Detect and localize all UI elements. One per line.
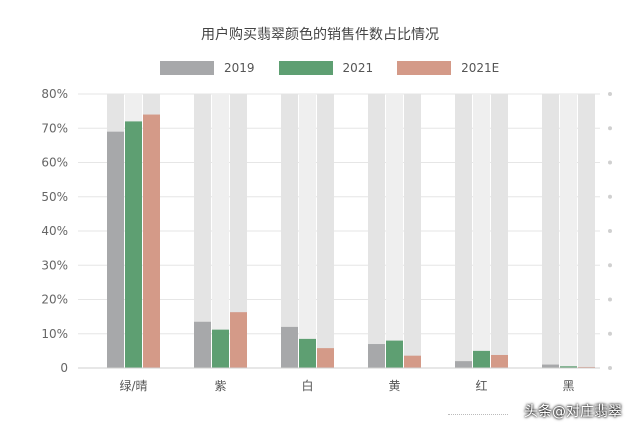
y-tick-label: 80% — [41, 87, 68, 101]
bar — [491, 354, 508, 368]
y-tick-label: 60% — [41, 156, 68, 170]
bar-background — [542, 94, 559, 368]
bar-background — [386, 94, 403, 368]
x-tick-label: 黄 — [388, 379, 400, 393]
bar — [194, 321, 211, 368]
bar — [404, 355, 421, 368]
bar — [212, 329, 229, 368]
bar-background — [194, 94, 211, 368]
watermark-divider — [448, 414, 508, 415]
right-axis-dot — [608, 263, 612, 268]
legend-swatch — [397, 61, 452, 75]
legend-label: 2021 — [342, 61, 374, 75]
right-axis-dot — [608, 160, 612, 165]
bar — [299, 338, 316, 368]
x-tick-label: 紫 — [214, 379, 226, 393]
right-axis-dot — [608, 194, 612, 199]
y-tick-label: 30% — [41, 258, 68, 272]
bar-background — [368, 94, 385, 368]
bar — [386, 340, 403, 368]
watermark: 头条@对庄翡翠 — [524, 404, 622, 420]
bar — [230, 312, 247, 368]
right-axis-dot — [608, 229, 612, 233]
y-tick-label: 10% — [41, 327, 68, 341]
chart-title: 用户购买翡翠颜色的销售件数占比情况 — [201, 27, 439, 43]
bar — [455, 361, 472, 368]
bar — [107, 131, 124, 368]
right-axis-dot — [608, 366, 612, 370]
bar-background — [212, 94, 229, 368]
legend-item: 2021 — [278, 61, 374, 75]
x-tick-label: 红 — [475, 378, 487, 393]
bar-background — [404, 94, 421, 368]
x-tick-label: 黑 — [562, 379, 574, 393]
y-tick-label: 40% — [41, 224, 68, 238]
bar — [317, 348, 334, 368]
bar-background — [230, 94, 247, 368]
bar-background — [578, 94, 595, 368]
right-axis-dot — [608, 331, 612, 336]
bar-background — [491, 94, 508, 368]
legend-swatch — [160, 61, 214, 75]
bar — [542, 364, 559, 368]
legend-label: 2021E — [461, 61, 500, 75]
y-tick-label: 20% — [41, 293, 68, 307]
bar-background — [317, 94, 334, 368]
bar-background — [560, 94, 577, 368]
bar — [143, 114, 160, 368]
legend-swatch — [278, 61, 333, 75]
right-axis-dot — [608, 126, 612, 131]
bar — [473, 350, 490, 368]
legend: 2019 2021 2021E — [160, 58, 523, 78]
y-tick-label: 70% — [41, 121, 68, 135]
bar-background — [299, 94, 316, 368]
x-tick-label: 白 — [301, 378, 313, 393]
right-axis-dot — [608, 297, 612, 302]
bar — [125, 121, 142, 369]
bar-background — [473, 94, 490, 368]
bar — [368, 344, 385, 368]
bar — [578, 366, 595, 368]
bar-background — [281, 94, 298, 368]
bar — [560, 366, 577, 368]
legend-item: 2021E — [397, 61, 499, 75]
y-tick-label: 0 — [60, 361, 68, 375]
right-axis-dot — [608, 92, 612, 96]
legend-label: 2019 — [224, 61, 255, 75]
y-tick-label: 50% — [41, 190, 68, 204]
bar — [281, 326, 298, 368]
x-tick-label: 绿/晴 — [119, 378, 147, 393]
legend-item: 2019 — [160, 61, 255, 75]
bar-background — [455, 94, 472, 368]
